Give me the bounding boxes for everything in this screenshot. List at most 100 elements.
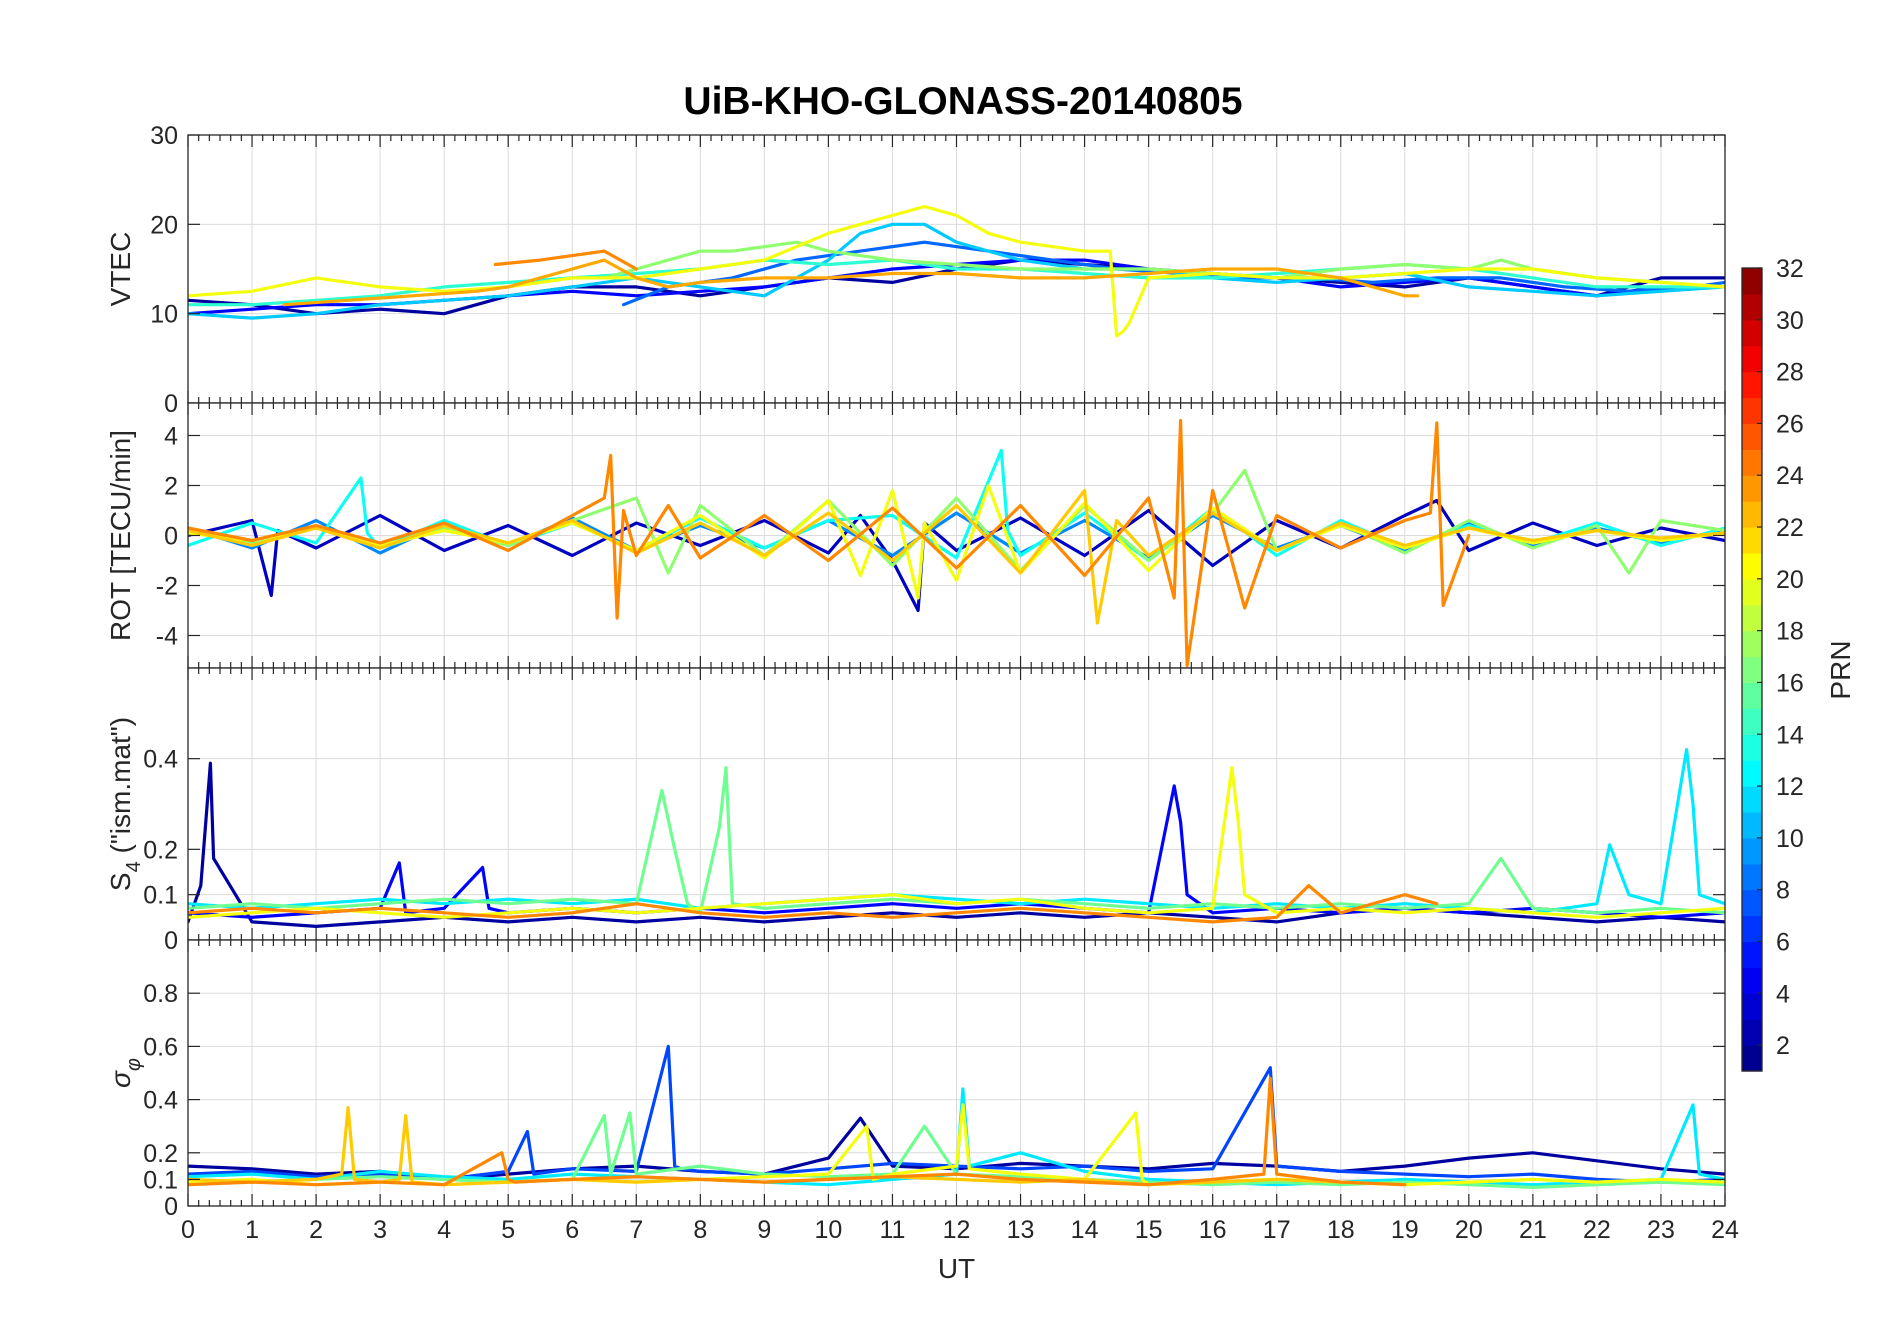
y-tick-label: 20 <box>150 211 178 239</box>
colorbar-tick-label: 24 <box>1776 462 1804 490</box>
x-tick-label: 0 <box>181 1216 195 1244</box>
colorbar-tick-label: 32 <box>1776 255 1804 283</box>
traces <box>188 1044 1725 1190</box>
y-axis-label: S4 ("ism.mat") <box>105 717 145 891</box>
colorbar-segment <box>1742 604 1762 632</box>
x-tick-label: 21 <box>1519 1216 1547 1244</box>
colorbar-frame <box>1741 267 1763 1072</box>
colorbar-tick-label: 28 <box>1776 359 1804 387</box>
x-tick-label: 17 <box>1263 1216 1291 1244</box>
colorbar-tick-label: 26 <box>1776 410 1804 438</box>
colorbar-segment <box>1742 760 1762 787</box>
x-tick-label: 8 <box>693 1216 707 1244</box>
series-line-prn-24 <box>493 249 638 271</box>
colorbar-segment <box>1742 630 1762 658</box>
y-tick-label: -2 <box>156 573 178 601</box>
colorbar-tick-label: 4 <box>1776 980 1790 1008</box>
colorbar-segment <box>1742 837 1762 865</box>
x-tick-label: 20 <box>1455 1216 1483 1244</box>
y-tick-label: 4 <box>164 423 178 451</box>
colorbar-segment <box>1742 319 1762 347</box>
colorbar-segment <box>1742 293 1762 321</box>
series-line-prn-23 <box>282 258 1420 307</box>
series-line-prn-20 <box>188 483 1725 600</box>
series-line-prn-17 <box>602 240 1725 289</box>
y-tick-label: -4 <box>156 623 178 651</box>
colorbar-tick-label: 2 <box>1776 1032 1790 1060</box>
colorbar-segment <box>1742 578 1762 606</box>
series-line-prn-24 <box>188 1076 1407 1187</box>
y-axis-label-rest: ("ism.mat") <box>105 717 136 861</box>
colorbar-segment <box>1742 889 1762 917</box>
colorbar-segment <box>1742 811 1762 839</box>
panel-vtec: 0 10 20 30 VTEC <box>105 122 1726 418</box>
x-tick-label: 24 <box>1711 1216 1739 1244</box>
colorbar-segment <box>1742 682 1762 709</box>
colorbar-segment <box>1742 1019 1762 1046</box>
series-line-prn-24 <box>188 418 1471 668</box>
series-line-prn-12 <box>188 747 1725 915</box>
series-line-prn-11 <box>188 222 1725 320</box>
y-tick-label: 0 <box>164 1193 178 1221</box>
traces <box>188 747 1725 929</box>
y-axis-label-main: S <box>105 872 136 891</box>
colorbar-tick-label: 12 <box>1776 773 1804 801</box>
y-tick-label: 2 <box>164 473 178 501</box>
colorbar-segment <box>1742 449 1762 476</box>
colorbar-segment <box>1742 863 1762 891</box>
x-tick-label: 19 <box>1391 1216 1419 1244</box>
y-tick-label: 30 <box>150 122 178 150</box>
colorbar-segment <box>1742 501 1762 528</box>
traces <box>188 204 1725 338</box>
colorbar-label: PRN <box>1825 640 1856 699</box>
colorbar-tick-label: 10 <box>1776 825 1804 853</box>
x-tick-label: 12 <box>943 1216 971 1244</box>
y-tick-label: 0 <box>164 523 178 551</box>
colorbar-segment <box>1742 941 1762 968</box>
y-axis-label: VTEC <box>105 232 136 307</box>
y-axis-label: σφ <box>105 1058 145 1088</box>
x-tick-label: 6 <box>565 1216 579 1244</box>
chart-title: UiB-KHO-GLONASS-20140805 <box>683 80 1242 123</box>
x-tick-label: 7 <box>629 1216 643 1244</box>
traces <box>188 418 1725 668</box>
y-tick-label: 0 <box>164 390 178 418</box>
colorbar-tick-label: 16 <box>1776 669 1804 697</box>
panel-rot: -4 -2 0 2 4 ROT [TECU/min] <box>105 402 1726 669</box>
colorbar-segment <box>1742 423 1762 450</box>
colorbar-segment <box>1742 967 1762 994</box>
colorbar-tick-label: 8 <box>1776 877 1790 905</box>
y-axis-label: ROT [TECU/min] <box>105 430 136 641</box>
y-tick-label: 0.1 <box>143 1166 178 1194</box>
x-tick-label: 13 <box>1007 1216 1035 1244</box>
x-tick-label: 18 <box>1327 1216 1355 1244</box>
colorbar-segment <box>1742 1045 1762 1072</box>
colorbar-tick-label: 22 <box>1776 514 1804 542</box>
x-tick-label: 9 <box>757 1216 771 1244</box>
colorbar-segment <box>1742 475 1762 502</box>
y-tick-label: 0.4 <box>143 1087 178 1115</box>
x-tick-label: 11 <box>879 1216 905 1244</box>
colorbar-segment <box>1742 708 1762 735</box>
series-line-prn-24 <box>188 883 1439 924</box>
y-tick-label: 0.6 <box>143 1033 178 1061</box>
colorbar-segment <box>1742 993 1762 1020</box>
x-tick-label: 5 <box>501 1216 515 1244</box>
colorbar-segment <box>1742 552 1762 580</box>
colorbar-segment <box>1742 734 1762 761</box>
x-tick-label: 1 <box>245 1216 259 1244</box>
series-line-prn-16 <box>188 766 1725 915</box>
colorbar-tick-label: 14 <box>1776 721 1804 749</box>
colorbar-tick-label: 20 <box>1776 566 1804 594</box>
colorbar-segment <box>1742 268 1762 295</box>
x-tick-label: 10 <box>815 1216 843 1244</box>
y-tick-label: 0.4 <box>143 746 178 774</box>
x-tick-label: 22 <box>1583 1216 1611 1244</box>
colorbar-segment <box>1742 786 1762 813</box>
colorbar-segment <box>1742 345 1762 373</box>
y-axis-label-main: σ <box>105 1070 136 1088</box>
